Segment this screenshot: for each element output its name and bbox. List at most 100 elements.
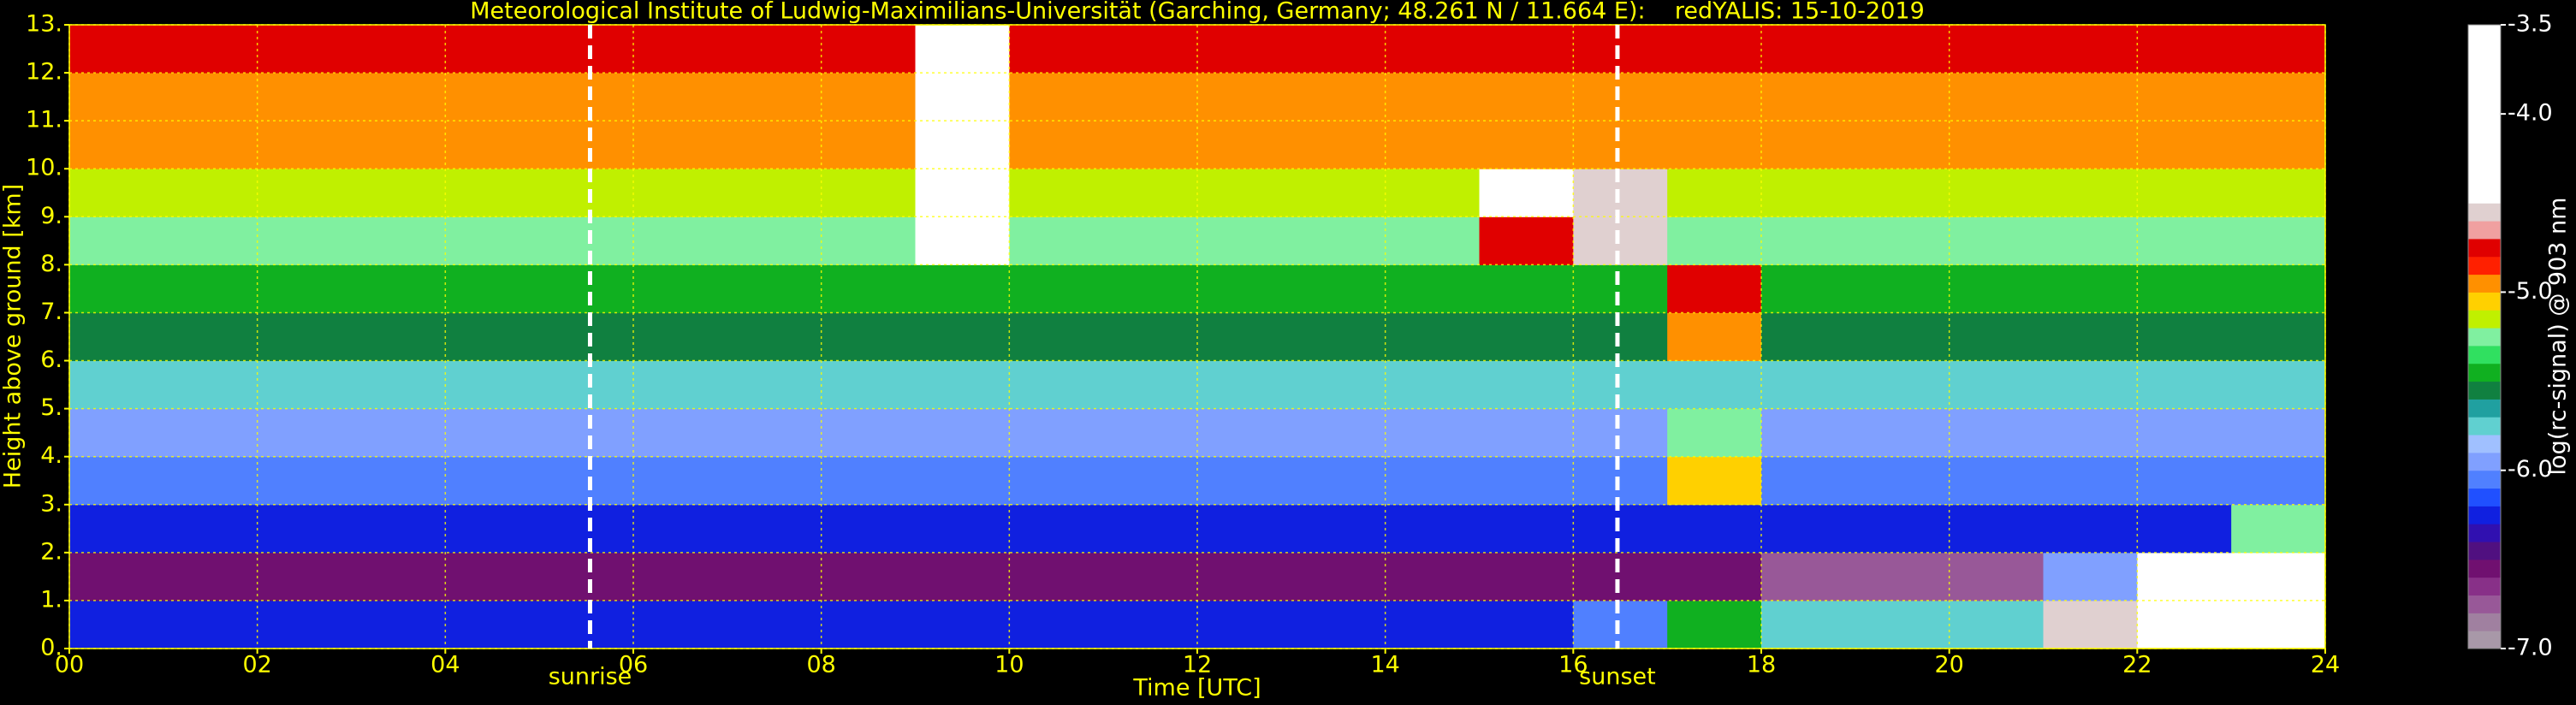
heatmap-cell bbox=[1479, 360, 1574, 410]
y-tick-label: 12. bbox=[26, 59, 62, 86]
heatmap-cell bbox=[1009, 216, 1104, 265]
x-tick-label: 20 bbox=[1934, 652, 1963, 678]
heatmap-cell bbox=[1667, 456, 1762, 506]
heatmap-cell bbox=[1385, 600, 1480, 649]
heatmap-cell bbox=[1573, 504, 1668, 554]
heatmap-cell bbox=[1573, 25, 1668, 74]
heatmap-cell bbox=[2043, 600, 2138, 649]
heatmap-cell bbox=[1573, 312, 1668, 362]
heatmap-cell bbox=[2043, 504, 2138, 554]
colorbar-segment bbox=[2468, 631, 2501, 649]
heatmap-cell bbox=[2137, 456, 2232, 506]
heatmap-cell bbox=[1761, 169, 1856, 217]
heatmap-cell bbox=[69, 504, 164, 554]
heatmap-cell bbox=[2137, 312, 2232, 362]
heatmap-cell bbox=[1573, 552, 1668, 601]
heatmap-cell bbox=[1009, 360, 1104, 410]
colorbar-tick-label: -7.0 bbox=[2508, 635, 2553, 661]
heatmap-cell bbox=[351, 360, 446, 410]
x-tick-label: 16 bbox=[1558, 652, 1588, 678]
heatmap-cell bbox=[2137, 408, 2232, 458]
heatmap-cell bbox=[163, 408, 258, 458]
heatmap-cell bbox=[2043, 552, 2138, 601]
heatmap-cell bbox=[633, 312, 728, 362]
heatmap-cell bbox=[915, 121, 1010, 169]
heatmap-cell bbox=[1855, 216, 1950, 265]
heatmap-cell bbox=[163, 25, 258, 74]
heatmap-cell bbox=[69, 216, 164, 265]
heatmap-cell bbox=[2043, 169, 2138, 217]
heatmap-cell bbox=[1573, 360, 1668, 410]
heatmap-cell bbox=[2231, 169, 2326, 217]
heatmap-cell bbox=[163, 73, 258, 121]
colorbar-segment bbox=[2468, 149, 2501, 169]
heatmap-cell bbox=[1009, 121, 1104, 169]
heatmap-cell bbox=[1479, 25, 1574, 74]
heatmap-cell bbox=[2043, 408, 2138, 458]
heatmap-cell bbox=[1385, 312, 1480, 362]
heatmap-cell bbox=[69, 552, 164, 601]
x-tick-label: 12 bbox=[1183, 652, 1212, 678]
heatmap-cell bbox=[1573, 408, 1668, 458]
x-tick-label: 24 bbox=[2311, 652, 2340, 678]
heatmap-cell bbox=[915, 456, 1010, 506]
heatmap-cell bbox=[821, 600, 916, 649]
heatmap-cell bbox=[257, 600, 352, 649]
heatmap-cell bbox=[727, 600, 822, 649]
heatmap-cell bbox=[727, 312, 822, 362]
heatmap-cell bbox=[257, 312, 352, 362]
heatmap-cell bbox=[2231, 312, 2326, 362]
heatmap-cell bbox=[1573, 121, 1668, 169]
heatmap-cell bbox=[821, 552, 916, 601]
heatmap-cell bbox=[445, 456, 540, 506]
heatmap-cell bbox=[633, 504, 728, 554]
y-tick-label: 10. bbox=[26, 155, 62, 181]
heatmap-cell bbox=[1667, 216, 1762, 265]
colorbar-segment bbox=[2468, 559, 2501, 578]
heatmap-cell bbox=[163, 312, 258, 362]
heatmap-cell bbox=[1291, 121, 1386, 169]
colorbar-segment bbox=[2468, 524, 2501, 542]
heatmap-cell bbox=[351, 408, 446, 458]
heatmap-cell bbox=[2137, 600, 2232, 649]
heatmap-cell bbox=[257, 264, 352, 313]
heatmap-cell bbox=[1573, 216, 1668, 265]
heatmap-cell bbox=[1291, 552, 1386, 601]
y-tick-label: 0. bbox=[40, 635, 62, 661]
x-tick-label: 02 bbox=[242, 652, 271, 678]
colorbar-segment bbox=[2468, 25, 2501, 44]
heatmap-cell bbox=[257, 504, 352, 554]
heatmap-cell bbox=[539, 73, 634, 121]
heatmap-cell bbox=[1855, 408, 1950, 458]
y-tick-label: 8. bbox=[40, 251, 62, 277]
heatmap-cell bbox=[1479, 216, 1574, 265]
heatmap-cell bbox=[257, 360, 352, 410]
heatmap-cell bbox=[163, 121, 258, 169]
heatmap-cell bbox=[2043, 312, 2138, 362]
heatmap-cell bbox=[1949, 360, 2044, 410]
colorbar-segment bbox=[2468, 274, 2501, 293]
heatmap-cell bbox=[539, 121, 634, 169]
heatmap-cell bbox=[257, 552, 352, 601]
colorbar-segment bbox=[2468, 221, 2501, 240]
heatmap-cell bbox=[2231, 456, 2326, 506]
heatmap-cell bbox=[69, 73, 164, 121]
heatmap-cell bbox=[1197, 600, 1292, 649]
heatmap-cell bbox=[1009, 169, 1104, 217]
heatmap-cell bbox=[2043, 456, 2138, 506]
heatmap-cell bbox=[821, 312, 916, 362]
heatmap-cell bbox=[915, 25, 1010, 74]
heatmap-cell bbox=[1479, 121, 1574, 169]
heatmap-cell bbox=[633, 216, 728, 265]
heatmap-cell bbox=[163, 552, 258, 601]
heatmap-cell bbox=[1197, 408, 1292, 458]
heatmap-cell bbox=[163, 169, 258, 217]
heatmap-cell bbox=[1573, 169, 1668, 217]
heatmap-cell bbox=[1949, 73, 2044, 121]
x-tick-label: 00 bbox=[55, 652, 84, 678]
colorbar-segment bbox=[2468, 381, 2501, 400]
heatmap-cell bbox=[351, 600, 446, 649]
colorbar-frame bbox=[2467, 24, 2502, 649]
heatmap-cell bbox=[1385, 73, 1480, 121]
